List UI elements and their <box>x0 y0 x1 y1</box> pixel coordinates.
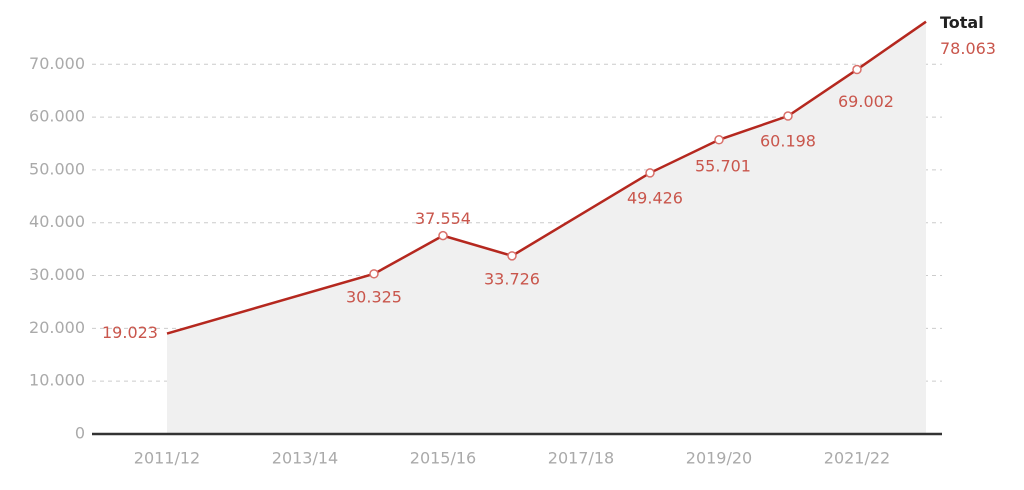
point <box>783 111 793 121</box>
value-label: 49.426 <box>627 188 683 207</box>
point <box>645 168 655 178</box>
y-tick-label: 10.000 <box>29 371 85 390</box>
y-tick-label: 40.000 <box>29 212 85 231</box>
point <box>852 64 862 75</box>
x-tick-label: 2017/18 <box>548 449 614 468</box>
value-label: 19.023 <box>102 323 158 342</box>
y-tick-label: 70.000 <box>29 54 85 73</box>
point <box>507 251 517 261</box>
point <box>438 230 448 241</box>
value-label: 69.002 <box>838 92 894 111</box>
point <box>714 135 724 145</box>
x-tick-label: 2011/12 <box>134 449 200 468</box>
y-tick-label: 30.000 <box>29 265 85 284</box>
y-tick-label: 50.000 <box>29 159 85 178</box>
y-tick-label: 20.000 <box>29 318 85 337</box>
value-label: 78.063 <box>940 39 996 58</box>
value-label: 30.325 <box>346 287 402 306</box>
value-label: 60.198 <box>760 132 816 151</box>
x-tick-label: 2015/16 <box>410 449 476 468</box>
y-tick-label: 60.000 <box>29 107 85 126</box>
x-tick-label: 2013/14 <box>272 449 338 468</box>
x-tick-label: 2019/20 <box>686 449 752 468</box>
value-label: 37.554 <box>415 209 471 228</box>
point <box>369 269 379 279</box>
value-label: 33.726 <box>484 269 540 288</box>
y-tick-label: 0 <box>75 424 85 443</box>
value-label: 55.701 <box>695 156 751 175</box>
area <box>167 21 926 434</box>
legend-label: Total <box>940 13 984 32</box>
x-tick-label: 2021/22 <box>824 449 890 468</box>
